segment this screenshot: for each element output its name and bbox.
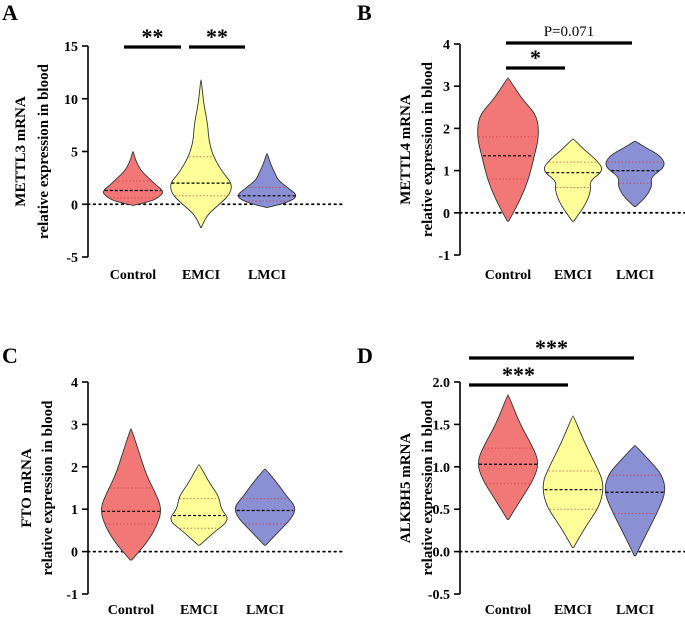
violin-emci bbox=[170, 79, 232, 228]
y-axis-title-line-1: FTO mRNA bbox=[19, 448, 35, 527]
y-tick-label: 3 bbox=[71, 418, 78, 433]
x-category-label: EMCI bbox=[182, 268, 220, 283]
significance-label: ** bbox=[142, 24, 164, 49]
panel-letter: A bbox=[2, 0, 18, 25]
y-tick-label: -1 bbox=[438, 249, 450, 264]
y-tick-label: -5 bbox=[66, 251, 78, 266]
x-category-label: Control bbox=[485, 268, 532, 283]
y-tick-label: 1.5 bbox=[433, 418, 451, 433]
y-axis-title-line-2: relative expression in blood bbox=[40, 400, 56, 576]
y-tick-label: 15 bbox=[64, 40, 78, 55]
violin-lmci bbox=[237, 153, 297, 208]
y-tick-label: 4 bbox=[71, 376, 78, 391]
x-category-label: EMCI bbox=[554, 603, 592, 618]
x-category-label: LMCI bbox=[246, 603, 284, 618]
y-axis-title-line-1: ALKBH5 mRNA bbox=[398, 433, 414, 544]
y-tick-label: 10 bbox=[64, 93, 78, 108]
panel-c: C FTO mRNA relative expression in blood -1 0… bbox=[2, 343, 344, 618]
y-axis-title-line-1: METTL4 mRNA bbox=[398, 94, 414, 205]
y-tick-label: 1 bbox=[443, 165, 450, 180]
violin-control bbox=[103, 151, 163, 206]
y-tick-label: 0 bbox=[71, 546, 78, 561]
violin-emci bbox=[543, 138, 603, 222]
y-tick-label: 5 bbox=[71, 146, 78, 161]
y-tick-label: 0.0 bbox=[433, 546, 451, 561]
violin-lmci bbox=[605, 140, 665, 207]
panel-letter: D bbox=[357, 343, 373, 368]
violin-lmci bbox=[234, 468, 296, 546]
y-tick-label: 4 bbox=[443, 38, 450, 53]
x-category-label: Control bbox=[108, 603, 155, 618]
x-category-label: EMCI bbox=[180, 603, 218, 618]
y-tick-label: 0 bbox=[71, 198, 78, 213]
x-category-label: LMCI bbox=[248, 268, 286, 283]
x-category-label: EMCI bbox=[554, 268, 592, 283]
significance-label: P=0.071 bbox=[544, 24, 595, 40]
panel-letter: C bbox=[2, 343, 18, 368]
violin-emci bbox=[542, 415, 604, 548]
panel-letter: B bbox=[357, 0, 372, 25]
y-axis-title-line-2: relative expression in blood bbox=[420, 61, 436, 237]
y-tick-label: 2 bbox=[71, 461, 78, 476]
significance-label: *** bbox=[535, 335, 568, 360]
significance-label: ** bbox=[206, 24, 228, 49]
y-tick-label: 0 bbox=[443, 207, 450, 222]
violin-lmci bbox=[604, 445, 666, 557]
violin-emci bbox=[170, 464, 228, 546]
x-category-label: LMCI bbox=[616, 603, 654, 618]
y-axis-title-line-1: METTL3 mRNA bbox=[13, 96, 29, 207]
panel-b: B METTL4 mRNA relative expression in blood… bbox=[357, 0, 685, 283]
y-tick-label: 0.5 bbox=[433, 503, 451, 518]
y-axis-title-line-2: relative expression in blood bbox=[420, 400, 436, 576]
y-axis-title-line-2: relative expression in blood bbox=[36, 63, 52, 239]
x-category-label: Control bbox=[485, 603, 532, 618]
y-tick-label: -1 bbox=[66, 588, 78, 603]
y-tick-label: 1 bbox=[71, 503, 78, 518]
y-tick-label: -0.5 bbox=[428, 588, 450, 603]
significance-label: *** bbox=[502, 362, 535, 387]
y-tick-label: 3 bbox=[443, 80, 450, 95]
violin-control bbox=[477, 77, 539, 222]
violin-control bbox=[101, 428, 161, 561]
panel-d: D ALKBH5 mRNA relative expression in blood… bbox=[357, 335, 685, 618]
y-tick-label: 2 bbox=[443, 122, 450, 137]
y-tick-label: 2.0 bbox=[433, 376, 451, 391]
panel-a: A METTL3 mRNA relative expression in blood… bbox=[2, 0, 344, 283]
x-category-label: LMCI bbox=[616, 268, 654, 283]
violin-control bbox=[478, 394, 538, 520]
y-tick-label: 1.0 bbox=[433, 461, 451, 476]
x-category-label: Control bbox=[110, 268, 157, 283]
significance-label: * bbox=[530, 45, 541, 70]
